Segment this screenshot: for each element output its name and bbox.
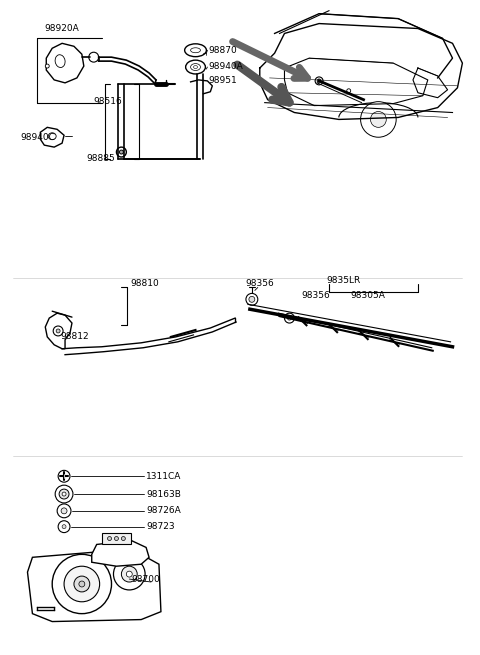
Circle shape <box>288 316 291 320</box>
Circle shape <box>58 470 70 482</box>
Circle shape <box>74 576 90 592</box>
Circle shape <box>89 52 99 62</box>
Circle shape <box>371 111 386 127</box>
Circle shape <box>56 329 60 333</box>
Circle shape <box>53 326 63 336</box>
Ellipse shape <box>185 44 206 57</box>
Circle shape <box>52 554 111 614</box>
Ellipse shape <box>191 64 201 71</box>
Text: 98700: 98700 <box>131 574 160 584</box>
Circle shape <box>64 566 100 602</box>
Circle shape <box>113 558 145 590</box>
Text: 98163B: 98163B <box>146 489 181 498</box>
Text: 98812: 98812 <box>60 332 89 341</box>
Circle shape <box>79 581 85 587</box>
Text: 98810: 98810 <box>130 279 159 288</box>
Text: 98723: 98723 <box>146 522 175 531</box>
Circle shape <box>121 566 137 582</box>
Text: 98726A: 98726A <box>146 506 181 515</box>
Circle shape <box>285 313 294 323</box>
Text: 98920A: 98920A <box>44 24 79 33</box>
Circle shape <box>62 492 66 496</box>
Circle shape <box>360 102 396 138</box>
Text: 98885: 98885 <box>87 155 116 164</box>
Ellipse shape <box>191 48 201 52</box>
Polygon shape <box>40 127 64 147</box>
Text: 98870: 98870 <box>208 46 237 55</box>
Text: 1311CA: 1311CA <box>146 472 181 481</box>
Circle shape <box>59 489 69 499</box>
Polygon shape <box>92 540 149 566</box>
Ellipse shape <box>48 133 56 140</box>
Text: 98356: 98356 <box>301 291 330 300</box>
Circle shape <box>249 296 255 303</box>
Polygon shape <box>27 550 161 622</box>
Circle shape <box>117 147 126 157</box>
Text: 98940C: 98940C <box>21 133 56 141</box>
Polygon shape <box>102 533 131 544</box>
Circle shape <box>57 504 71 517</box>
Ellipse shape <box>186 60 205 74</box>
Circle shape <box>45 64 49 68</box>
Circle shape <box>62 525 66 529</box>
Text: 98305A: 98305A <box>351 291 385 300</box>
Circle shape <box>347 89 351 93</box>
Text: 98940A: 98940A <box>208 62 243 71</box>
Circle shape <box>58 521 70 533</box>
Polygon shape <box>46 43 84 83</box>
Circle shape <box>317 79 321 83</box>
Ellipse shape <box>193 66 197 69</box>
Circle shape <box>108 536 111 540</box>
Text: 98516: 98516 <box>94 97 122 106</box>
Circle shape <box>114 536 119 540</box>
Circle shape <box>120 150 123 154</box>
Circle shape <box>246 293 258 305</box>
Text: 9835LR: 9835LR <box>326 276 360 285</box>
Text: 98356: 98356 <box>245 279 274 288</box>
Circle shape <box>55 485 73 503</box>
Polygon shape <box>45 313 72 348</box>
Circle shape <box>61 508 67 514</box>
Circle shape <box>121 536 125 540</box>
Circle shape <box>315 77 323 85</box>
Ellipse shape <box>55 55 65 67</box>
Text: 98951: 98951 <box>208 77 237 85</box>
Circle shape <box>126 571 132 577</box>
